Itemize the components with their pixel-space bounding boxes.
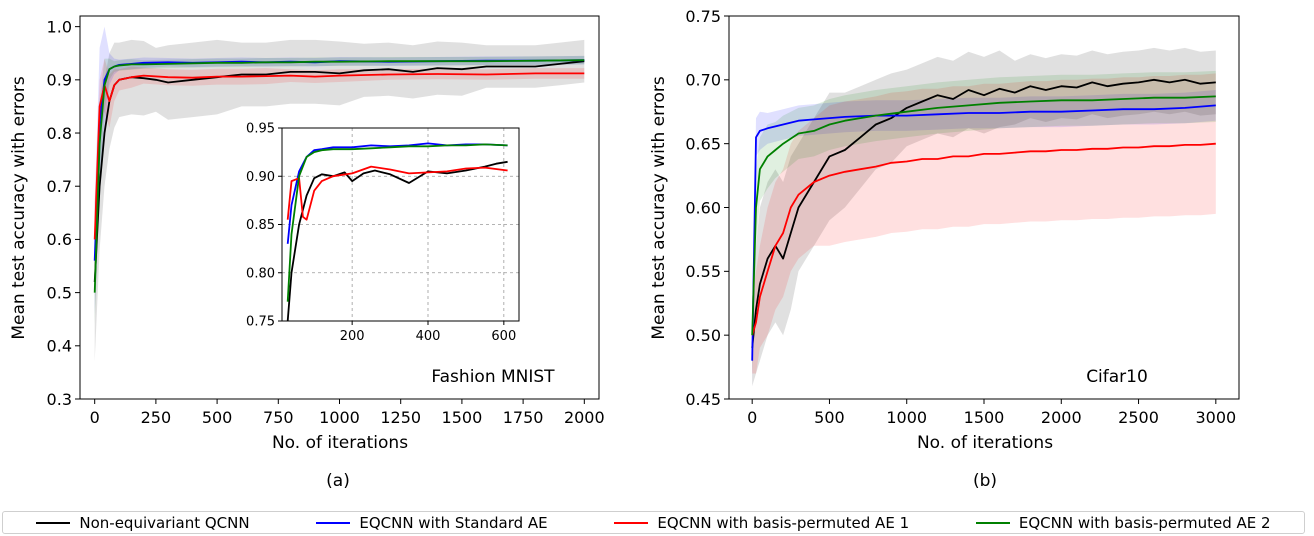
y-tick-label: 0.7 xyxy=(47,177,72,196)
legend-item: EQCNN with basis-permuted AE 1 xyxy=(614,514,909,532)
series-line xyxy=(93,72,585,240)
y-tick-label: 0.3 xyxy=(47,390,72,409)
y-tick-label: 0.70 xyxy=(685,71,721,90)
inset-series-lines xyxy=(286,142,508,322)
y-tick-label: 0.4 xyxy=(47,337,72,356)
y-tick-label: 0.75 xyxy=(685,7,721,26)
legend-item: EQCNN with Standard AE xyxy=(316,513,548,532)
legend-item: Non-equivariant QCNN xyxy=(36,513,250,532)
inset-x-tick-label: 600 xyxy=(491,329,516,344)
inset-grid xyxy=(282,127,519,322)
inset-x-tick-label: 400 xyxy=(416,329,441,344)
error-band xyxy=(94,58,585,282)
legend-label: EQCNN with basis-permuted AE 2 xyxy=(1018,513,1271,532)
panel-a-ylabel: Mean test accuracy with errors xyxy=(9,76,29,340)
legend-label: EQCNN with basis-permuted AE 1 xyxy=(657,513,910,532)
y-tick-label: 0.9 xyxy=(47,71,72,90)
panel-a-xlabel: No. of iterations xyxy=(272,433,408,453)
x-tick-label: 2500 xyxy=(1118,408,1159,427)
inset-background xyxy=(282,128,519,321)
y-tick-label: 0.6 xyxy=(47,230,72,249)
panel-b-series-lines xyxy=(751,78,1216,361)
panel-a: 200 400 600 0.75 0.80 0.85 0.90 0.95 0 250 500 750… xyxy=(9,15,605,491)
panel-b-xlabel: No. of iterations xyxy=(917,433,1053,453)
x-tick-label: 1000 xyxy=(886,408,927,427)
panel-a-label: (a) xyxy=(326,471,350,491)
panel-b: 0 500 1000 1500 2000 2500 3000 0.45 0.50 0.55 0.60… xyxy=(649,7,1240,491)
panel-b-annotation: Cifar10 xyxy=(1086,367,1148,387)
error-band xyxy=(94,39,585,362)
panel-a-error-bands xyxy=(94,26,585,362)
inset-ticks: 200 400 600 0.75 0.80 0.85 0.90 0.95 xyxy=(246,122,516,345)
legend: Non-equivariant QCNN EQCNN with Standard… xyxy=(2,511,1305,534)
series-line xyxy=(751,104,1216,361)
inset-y-tick-label: 0.85 xyxy=(246,218,275,233)
legend-swatch xyxy=(975,521,1010,524)
y-tick-label: 0.8 xyxy=(47,124,72,143)
panel-a-ticks: 0 250 500 750 1000 1250 1500 1750 2000 0.3 0.4 0.5 0… xyxy=(47,17,605,427)
legend-label: EQCNN with Standard AE xyxy=(359,513,548,532)
series-line xyxy=(751,78,1216,348)
series-line xyxy=(93,59,585,293)
inset-y-tick-label: 0.75 xyxy=(246,315,275,330)
legend-label: Non-equivariant QCNN xyxy=(79,513,250,532)
x-tick-label: 0 xyxy=(90,408,100,427)
y-tick-label: 1.0 xyxy=(47,17,72,36)
panel-b-label: (b) xyxy=(973,471,997,491)
panel-a-inset: 200 400 600 0.75 0.80 0.85 0.90 0.95 xyxy=(246,122,520,345)
panel-b-ticks: 0 500 1000 1500 2000 2500 3000 0.45 0.50 0.55 0.60… xyxy=(685,7,1236,427)
panel-b-ylabel: Mean test accuracy with errors xyxy=(649,76,669,340)
panel-a-series-lines xyxy=(93,59,585,293)
x-tick-label: 500 xyxy=(814,408,845,427)
x-tick-label: 1500 xyxy=(964,408,1005,427)
legend-swatch xyxy=(316,521,351,524)
panel-a-annotation: Fashion MNIST xyxy=(431,367,555,387)
inset-x-tick-label: 200 xyxy=(340,329,365,344)
error-band xyxy=(752,47,1216,387)
legend-swatch xyxy=(614,521,649,524)
x-tick-label: 3000 xyxy=(1195,408,1236,427)
y-tick-label: 0.5 xyxy=(47,283,72,302)
x-tick-label: 1500 xyxy=(442,408,483,427)
x-tick-label: 750 xyxy=(263,408,294,427)
y-tick-label: 0.55 xyxy=(685,262,721,281)
x-tick-label: 250 xyxy=(141,408,172,427)
x-tick-label: 1750 xyxy=(503,408,544,427)
inset-series-line xyxy=(286,165,508,221)
inset-y-tick-label: 0.80 xyxy=(246,266,275,281)
y-tick-label: 0.65 xyxy=(685,134,721,153)
error-band xyxy=(752,70,1216,374)
inset-y-tick-label: 0.90 xyxy=(246,170,275,185)
inset-series-line xyxy=(286,143,508,302)
x-tick-label: 2000 xyxy=(564,408,605,427)
x-tick-label: 2000 xyxy=(1041,408,1082,427)
inset-series-line xyxy=(286,160,508,322)
x-tick-label: 1000 xyxy=(319,408,360,427)
y-tick-label: 0.45 xyxy=(685,390,721,409)
legend-swatch xyxy=(36,521,71,524)
series-line xyxy=(751,95,1216,336)
y-tick-label: 0.50 xyxy=(685,326,721,345)
series-line xyxy=(751,142,1216,336)
inset-y-tick-label: 0.95 xyxy=(246,122,275,137)
x-tick-label: 0 xyxy=(747,408,757,427)
legend-item: EQCNN with basis-permuted AE 2 xyxy=(975,513,1271,532)
x-tick-label: 500 xyxy=(202,408,233,427)
error-band xyxy=(752,90,1216,387)
x-tick-label: 1250 xyxy=(380,408,421,427)
y-tick-label: 0.60 xyxy=(685,198,721,217)
